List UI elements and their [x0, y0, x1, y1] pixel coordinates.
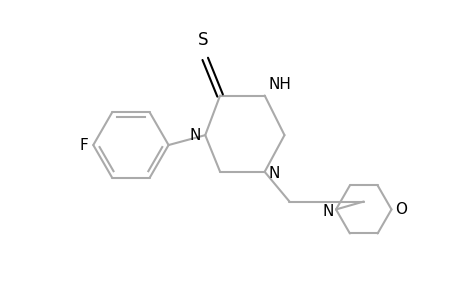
Text: F: F [79, 137, 88, 152]
Text: N: N [322, 204, 333, 219]
Text: O: O [395, 202, 407, 217]
Text: S: S [197, 31, 208, 49]
Text: N: N [190, 128, 201, 142]
Text: NH: NH [268, 76, 291, 92]
Text: N: N [268, 166, 280, 181]
